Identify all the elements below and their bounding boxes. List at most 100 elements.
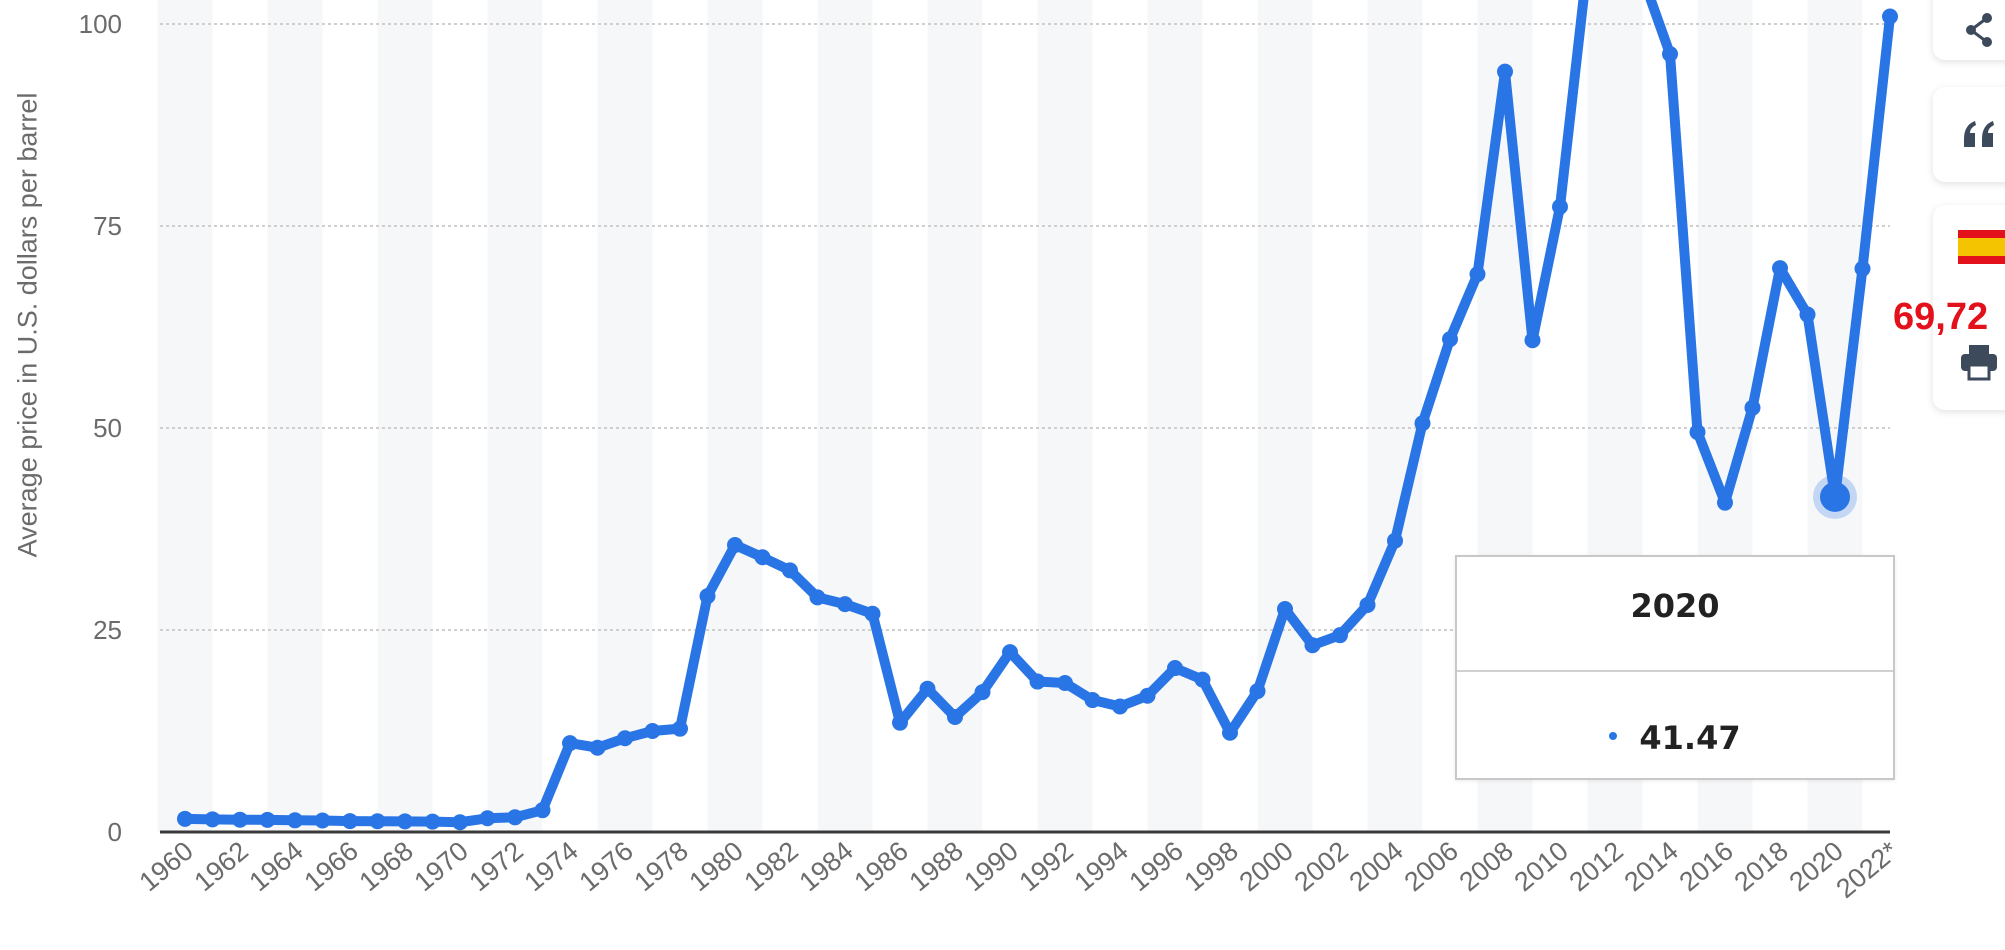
- data-point: [1167, 660, 1183, 677]
- cite-button[interactable]: [1933, 87, 2005, 182]
- data-point: [1057, 675, 1073, 692]
- x-tick-label: 2014: [1619, 836, 1684, 898]
- spain-flag-icon[interactable]: [1958, 230, 2005, 264]
- share-icon: [1966, 13, 1992, 47]
- data-point: [699, 588, 716, 605]
- data-point: [1744, 399, 1761, 416]
- data-point: [1359, 596, 1376, 613]
- data-point: [397, 813, 413, 830]
- data-point: [1139, 687, 1156, 704]
- data-point: [1029, 673, 1046, 690]
- data-point: [754, 549, 771, 566]
- data-point: [864, 605, 881, 622]
- data-point: [507, 809, 523, 826]
- x-tick-label: 1990: [959, 836, 1024, 898]
- grid-band: [487, 0, 543, 832]
- x-tick-label: 1988: [904, 836, 969, 898]
- x-tick-label: 2018: [1729, 836, 1794, 898]
- data-point: [314, 812, 331, 829]
- country-price-label: 69,72: [1893, 296, 1989, 338]
- data-point: [1497, 63, 1513, 80]
- y-tick-label: 75: [93, 211, 122, 241]
- data-point: [1194, 671, 1211, 688]
- data-point: [672, 720, 688, 737]
- data-point: [369, 813, 386, 830]
- data-point: [1772, 260, 1788, 277]
- x-tick-label: 1972: [464, 836, 529, 898]
- data-point: [1304, 637, 1321, 654]
- x-tick-label: 1966: [299, 836, 364, 898]
- data-point: [589, 739, 606, 756]
- x-tick-label: 2008: [1454, 836, 1519, 898]
- x-tick-label: 2012: [1564, 836, 1629, 898]
- x-tick-label: 2022*: [1831, 835, 1905, 904]
- data-point: [974, 684, 991, 701]
- data-point: [1882, 8, 1898, 25]
- data-point: [1414, 415, 1431, 432]
- data-point: [1799, 306, 1816, 323]
- data-point: [1277, 600, 1293, 617]
- grid-band: [1037, 0, 1093, 832]
- data-point: [809, 589, 826, 606]
- y-tick-label: 50: [93, 413, 122, 443]
- x-tick-label: 2016: [1674, 836, 1739, 898]
- grid-band: [157, 0, 213, 832]
- data-point: [1552, 198, 1568, 215]
- data-point: [342, 813, 358, 830]
- data-point: [1249, 683, 1266, 700]
- data-point: [1524, 332, 1541, 349]
- grid-band: [1257, 0, 1313, 832]
- data-point: [479, 810, 496, 827]
- y-tick-label: 100: [79, 9, 122, 39]
- x-tick-label: 1974: [519, 836, 584, 898]
- data-point: [1469, 266, 1486, 283]
- grid-band: [817, 0, 873, 832]
- x-tick-label: 1970: [409, 836, 474, 898]
- data-point: [727, 536, 743, 553]
- y-tick-label: 0: [108, 817, 122, 847]
- data-point: [424, 813, 441, 830]
- data-point: [644, 723, 661, 739]
- data-point: [562, 735, 578, 752]
- x-tick-label: 1980: [684, 836, 749, 898]
- x-tick-label: 2010: [1509, 836, 1574, 898]
- data-point: [1002, 644, 1018, 661]
- grid-band: [1147, 0, 1203, 832]
- data-point: [232, 811, 248, 828]
- x-tick-label: 1976: [574, 836, 639, 898]
- data-point: [177, 810, 193, 827]
- share-button[interactable]: [1933, 0, 2005, 60]
- x-tick-label: 2004: [1344, 836, 1409, 898]
- data-tooltip: 2020 41.47: [1455, 555, 1895, 780]
- data-point: [617, 730, 633, 747]
- grid-band: [707, 0, 763, 832]
- tooltip-value-row: 41.47: [1457, 719, 1893, 757]
- data-point: [1112, 698, 1128, 715]
- grid-band: [597, 0, 653, 832]
- data-point: [947, 708, 963, 725]
- x-tick-label: 2000: [1234, 836, 1299, 898]
- data-point: [782, 562, 798, 579]
- data-point: [287, 812, 303, 829]
- x-tick-label: 1962: [189, 836, 254, 898]
- data-point: [1689, 424, 1706, 441]
- x-tick-label: 1968: [354, 836, 419, 898]
- series-dot-icon: [1609, 732, 1618, 740]
- data-point: [452, 814, 468, 831]
- data-point: [259, 811, 276, 828]
- tooltip-year: 2020: [1630, 587, 1720, 625]
- x-tick-label: 1984: [794, 836, 859, 898]
- x-tick-label: 2002: [1289, 836, 1354, 898]
- data-point: [1084, 692, 1101, 709]
- highlight-point: [1820, 481, 1850, 512]
- grid-band: [267, 0, 323, 832]
- data-point: [1222, 724, 1238, 741]
- data-point: [1442, 331, 1458, 348]
- data-point: [1717, 494, 1733, 511]
- data-point: [1332, 627, 1348, 644]
- grid-band: [927, 0, 983, 832]
- print-icon[interactable]: [1959, 343, 1999, 381]
- country-panel: [1933, 205, 2005, 410]
- data-point: [919, 680, 936, 697]
